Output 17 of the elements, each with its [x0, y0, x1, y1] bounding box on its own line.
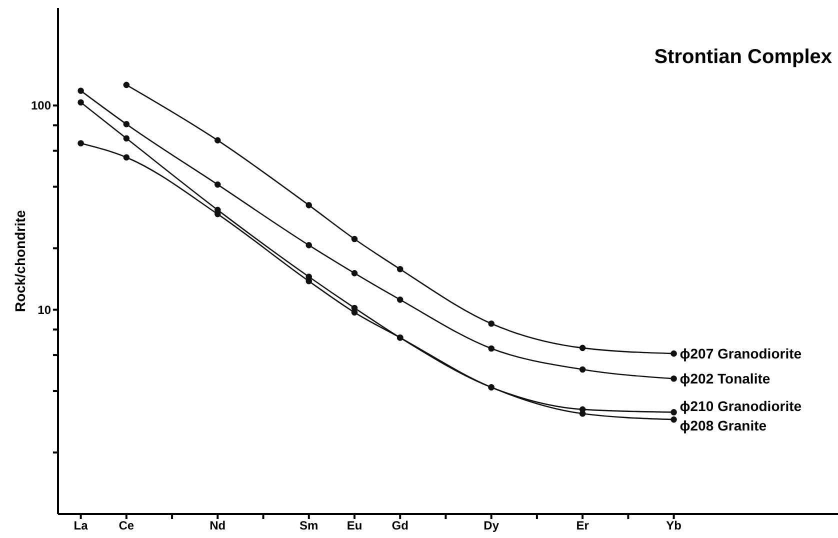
- series-label: ϕ202 Tonalite: [680, 370, 770, 387]
- x-tick-label: Ce: [118, 518, 134, 533]
- y-axis-title: Rock/chondrite: [12, 210, 28, 312]
- series-label: ϕ207 Granodiorite: [680, 346, 802, 362]
- x-tick-label: Er: [576, 518, 590, 533]
- y-tick-label: 100: [30, 98, 52, 113]
- x-tick-label: La: [74, 518, 88, 533]
- x-tick-label: Nd: [210, 518, 226, 533]
- x-tick-label: Eu: [346, 518, 362, 533]
- x-tick-label: Yb: [666, 518, 682, 533]
- series-label: ϕ210 Granodiorite: [680, 398, 802, 414]
- series-label: ϕ208 Granite: [680, 418, 767, 434]
- x-tick-label: Sm: [300, 518, 318, 533]
- x-tick-label: Dy: [484, 518, 500, 533]
- text: Strontian Complex: [654, 46, 832, 69]
- y-tick-label: 10: [38, 302, 52, 317]
- x-tick-label: Gd: [392, 518, 408, 533]
